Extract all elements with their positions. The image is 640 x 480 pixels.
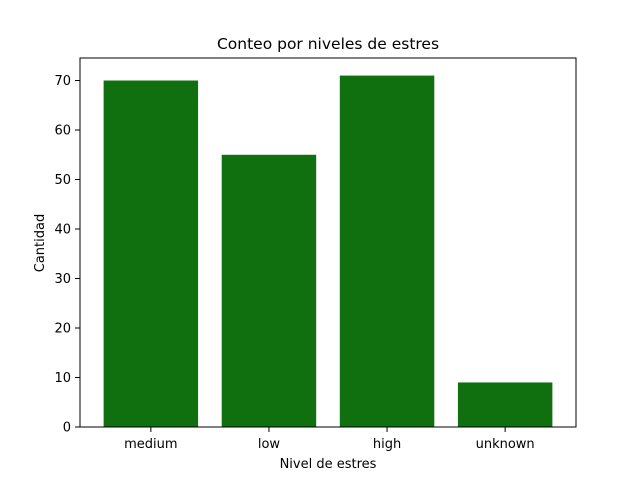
- x-tick-label: high: [373, 437, 401, 452]
- y-tick-label: 70: [54, 74, 71, 89]
- plot-frame: [79, 57, 577, 428]
- y-tick-label: 60: [54, 124, 71, 139]
- y-tick-label: 50: [54, 173, 71, 188]
- bar-unknown: [457, 382, 553, 427]
- bar-high: [339, 75, 435, 428]
- y-axis-label: Cantidad: [33, 214, 48, 272]
- y-tick-label: 10: [54, 371, 71, 386]
- y-tick-label: 40: [54, 223, 71, 238]
- x-axis-label: Nivel de estres: [280, 457, 377, 472]
- y-tick-label: 30: [54, 272, 71, 287]
- chart-title: Conteo por niveles de estres: [217, 35, 439, 53]
- y-tick-label: 0: [63, 421, 71, 436]
- bar-low: [221, 154, 317, 427]
- bar-medium: [103, 80, 199, 428]
- x-tick-label: unknown: [476, 437, 535, 452]
- y-tick-label: 20: [54, 322, 71, 337]
- bars: [103, 75, 553, 428]
- x-tick-label: medium: [124, 437, 177, 452]
- x-tick-label: low: [258, 437, 281, 452]
- y-ticks: 0 10 20 30 40 50 60 70: [54, 74, 80, 436]
- x-ticks: medium low high unknown: [124, 427, 535, 452]
